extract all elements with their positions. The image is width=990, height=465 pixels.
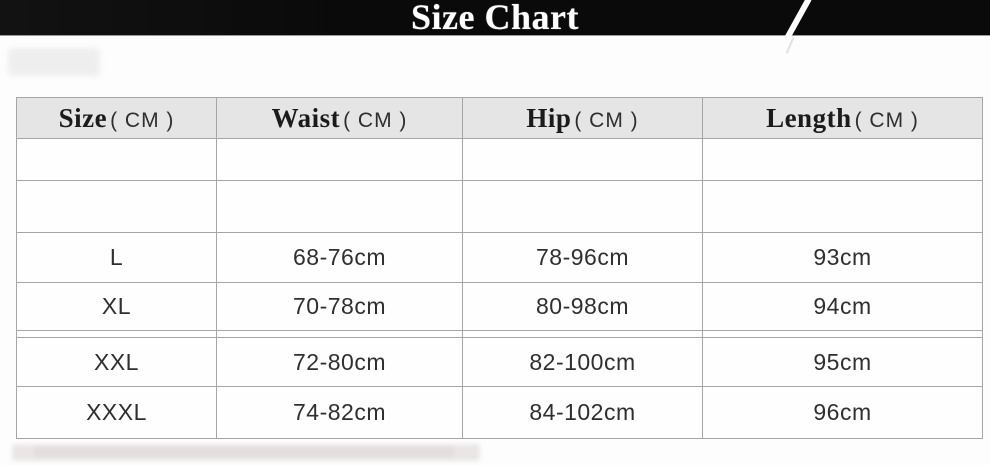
table-spacer-row: [16, 330, 983, 338]
cell-waist: [216, 138, 463, 181]
spacer-cell: [16, 330, 217, 338]
faded-artifact: [8, 48, 100, 76]
cell-hip: 80-98cm: [462, 282, 703, 331]
cell-hip: 84-102cm: [462, 386, 703, 439]
column-label: Waist: [271, 102, 341, 133]
cell-size: [16, 180, 217, 233]
column-unit: ( CM ): [574, 108, 639, 132]
column-unit: ( CM ): [110, 108, 175, 132]
column-header-hip: Hip( CM ): [462, 97, 703, 139]
cell-length: 96cm: [702, 386, 983, 439]
cell-length: 94cm: [702, 282, 983, 331]
cell-length: 93cm: [702, 232, 983, 283]
cell-size: XXL: [16, 337, 217, 387]
table-row-xxl: XXL 72-80cm 82-100cm 95cm: [16, 337, 983, 387]
cell-hip: 78-96cm: [462, 232, 703, 283]
column-header-waist: Waist( CM ): [216, 97, 463, 139]
table-row-blank: [16, 180, 983, 233]
size-chart-table: Size( CM ) Waist( CM ) Hip( CM ) Length(…: [16, 97, 983, 439]
spacer-cell: [702, 330, 983, 338]
column-label: Length: [766, 102, 852, 133]
cell-waist: 70-78cm: [216, 282, 463, 331]
cell-waist: 74-82cm: [216, 386, 463, 439]
cell-size: L: [16, 232, 217, 283]
column-header-size: Size( CM ): [16, 97, 217, 139]
cell-size: XXXL: [16, 386, 217, 439]
spacer-cell: [462, 330, 703, 338]
table-row-l: L 68-76cm 78-96cm 93cm: [16, 232, 983, 283]
table-row-xxxl: XXXL 74-82cm 84-102cm 96cm: [16, 386, 983, 439]
cell-hip: [462, 138, 703, 181]
table-row-xl: XL 70-78cm 80-98cm 94cm: [16, 282, 983, 331]
cell-length: 95cm: [702, 337, 983, 387]
cell-waist: 72-80cm: [216, 337, 463, 387]
column-header-length: Length( CM ): [702, 97, 983, 139]
cell-hip: [462, 180, 703, 233]
cell-waist: 68-76cm: [216, 232, 463, 283]
column-unit: ( CM ): [343, 108, 408, 132]
faded-artifact: [12, 444, 480, 461]
column-label: Size: [58, 102, 108, 133]
cell-size: [16, 138, 217, 181]
cell-waist: [216, 180, 463, 233]
cell-size: XL: [16, 282, 217, 331]
column-label: Hip: [526, 102, 572, 133]
spacer-cell: [216, 330, 463, 338]
faded-artifact: [34, 447, 454, 457]
table-row-blank: [16, 138, 983, 181]
cell-length: [702, 138, 983, 181]
column-unit: ( CM ): [854, 108, 919, 132]
title-banner: Size Chart: [0, 0, 990, 41]
page-title: Size Chart: [411, 0, 579, 37]
cell-length: [702, 180, 983, 233]
cell-hip: 82-100cm: [462, 337, 703, 387]
table-header-row: Size( CM ) Waist( CM ) Hip( CM ) Length(…: [16, 97, 983, 139]
